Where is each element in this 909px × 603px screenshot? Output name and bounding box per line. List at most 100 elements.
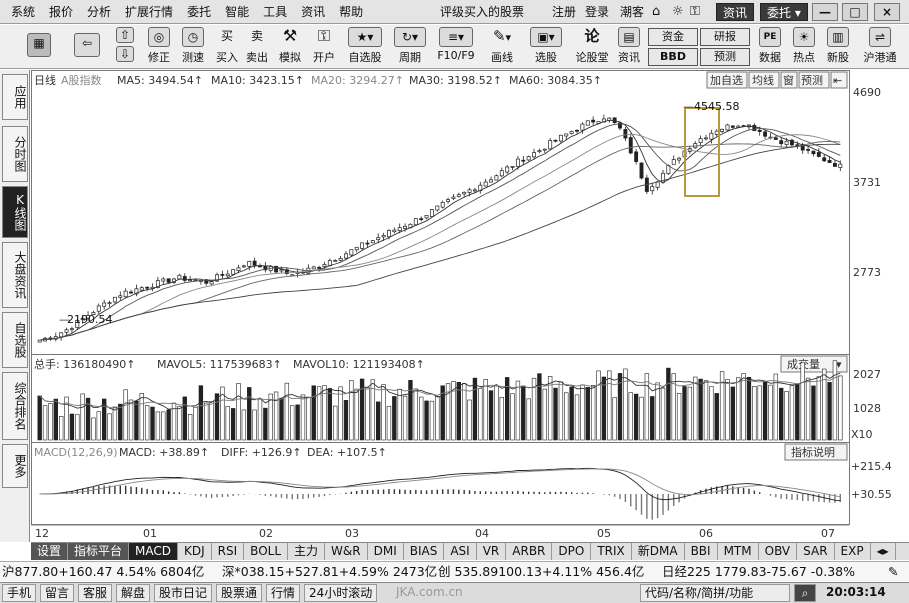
candle xyxy=(650,186,655,192)
tool-discuss[interactable]: 论论股堂 xyxy=(572,27,612,67)
tool-hot[interactable]: ☀ 热点 xyxy=(788,27,820,67)
status-analysis[interactable]: 解盘 xyxy=(116,584,151,602)
taste-link[interactable]: 潮客 xyxy=(620,5,645,19)
research-button[interactable]: 研报 xyxy=(700,28,750,46)
close-button[interactable]: × xyxy=(874,3,900,21)
search-icon[interactable]: ⌕ xyxy=(794,584,816,602)
trade-button[interactable]: 委托 ▾ xyxy=(760,3,808,21)
tool-draw[interactable]: ✎▾ 画线 xyxy=(482,27,522,67)
menu-news[interactable]: 资讯 xyxy=(301,5,326,19)
menu-order[interactable]: 委托 xyxy=(187,5,212,19)
ma-button[interactable]: 均线 xyxy=(748,71,780,89)
menu-quote[interactable]: 报价 xyxy=(49,5,74,19)
indicator-tab[interactable]: OBV xyxy=(759,543,798,560)
menu-extended-quote[interactable]: 扩展行情 xyxy=(125,5,174,19)
tool-watchlist[interactable]: ★▾ 自选股 xyxy=(344,27,386,67)
layout-button[interactable]: ▦ xyxy=(26,27,52,67)
collapse-panel-button[interactable]: ⇤ xyxy=(830,71,848,89)
indicator-tab[interactable]: 主力 xyxy=(288,543,326,560)
left-tab-apps[interactable]: 应用 xyxy=(2,74,28,120)
ticker-chinext[interactable]: 创 535.89100.13+4.11% 456.4亿 xyxy=(438,564,645,579)
left-tab-market-news[interactable]: 大盘资讯 xyxy=(2,242,28,308)
tool-f10[interactable]: ≡▾ F10/F9 xyxy=(434,27,478,67)
left-tab-kline[interactable]: K线图 xyxy=(2,186,28,238)
menu-help[interactable]: 帮助 xyxy=(339,5,364,19)
fund-button[interactable]: 资金 xyxy=(648,28,698,46)
left-tab-intraday[interactable]: 分时图 xyxy=(2,126,28,182)
tool-fix[interactable]: ◎ 修正 xyxy=(142,27,176,67)
tool-screener[interactable]: ▣▾ 选股 xyxy=(526,27,566,67)
ticker-shenzhen[interactable]: 深*038.15+527.81+4.59% 2473亿 xyxy=(222,564,438,579)
tool-cycle[interactable]: ↻▾ 周期 xyxy=(390,27,430,67)
tool-hk-connect[interactable]: ⇌ 沪港通 xyxy=(858,27,902,67)
register-link[interactable]: 注册 xyxy=(552,5,577,19)
indicator-tab[interactable]: SAR xyxy=(797,543,835,560)
left-tab-ranking[interactable]: 综合排名 xyxy=(2,372,28,440)
indicator-help-button[interactable]: 指标说明 xyxy=(784,443,848,461)
indicator-tab[interactable]: BBI xyxy=(685,543,718,560)
tool-buy[interactable]: 买买入 xyxy=(212,27,242,67)
tool-simulate[interactable]: ⚒ 模拟 xyxy=(274,27,306,67)
forecast-button[interactable]: 预测 xyxy=(798,71,830,89)
volume-bar xyxy=(601,376,607,441)
status-service[interactable]: 客服 xyxy=(78,584,113,602)
menu-smart[interactable]: 智能 xyxy=(225,5,250,19)
indicator-tab[interactable]: RSI xyxy=(212,543,245,560)
status-diary[interactable]: 股市日记 xyxy=(154,584,213,602)
add-watchlist-button[interactable]: 加自选 xyxy=(706,71,748,89)
tool-news[interactable]: ▤ 资讯 xyxy=(614,27,644,67)
tool-new-stock[interactable]: ▥ 新股 xyxy=(822,27,854,67)
indicator-tab[interactable]: EXP xyxy=(835,543,871,560)
volume-bar xyxy=(435,395,440,441)
indicator-tab[interactable]: DMI xyxy=(368,543,404,560)
kline-chart[interactable]: 日线 A股指数 MA5: 3494.54↑ MA10: 3423.15↑ MA2… xyxy=(31,70,909,542)
ticker-nikkei[interactable]: 日经225 1779.83-75.67 -0.38% xyxy=(662,564,856,579)
search-input[interactable]: 代码/名称/简拼/功能 xyxy=(640,584,790,602)
home-icon[interactable]: ⌂ xyxy=(652,4,661,19)
forecast-toolbar-button[interactable]: 预测 xyxy=(700,48,750,66)
status-mobile[interactable]: 手机 xyxy=(2,584,37,602)
maximize-button[interactable]: □ xyxy=(842,3,868,21)
tool-open-account[interactable]: ⚿ 开户 xyxy=(308,27,340,67)
tool-data[interactable]: PE 数据 xyxy=(754,27,786,67)
page-up-down-button[interactable]: ⇧ ⇩ xyxy=(114,27,136,67)
menu-tools[interactable]: 工具 xyxy=(263,5,288,19)
indicator-tab[interactable]: W&R xyxy=(325,543,368,560)
menu-analysis[interactable]: 分析 xyxy=(87,5,112,19)
down-arrow-icon: ⇩ xyxy=(116,46,134,62)
indicator-tab[interactable]: ARBR xyxy=(506,543,553,560)
login-link[interactable]: 登录 xyxy=(585,5,610,19)
status-message[interactable]: 留言 xyxy=(40,584,75,602)
lock-icon[interactable]: ⚿ xyxy=(690,4,700,19)
minimize-button[interactable]: — xyxy=(812,3,838,21)
indicator-tab[interactable]: KDJ xyxy=(178,543,212,560)
refresh-icon[interactable]: ☼ xyxy=(672,4,684,19)
back-button[interactable]: ⇦ xyxy=(72,27,102,67)
left-tab-watchlist[interactable]: 自选股 xyxy=(2,312,28,368)
status-quote[interactable]: 行情 xyxy=(266,584,301,602)
indicator-tab[interactable]: 指标平台 xyxy=(68,543,130,560)
ticker-shanghai[interactable]: 沪877.80+160.47 4.54% 6804亿 xyxy=(2,564,205,579)
indicator-tab[interactable]: VR xyxy=(477,543,507,560)
indicator-tab[interactable]: BIAS xyxy=(404,543,445,560)
indicator-tab[interactable]: DPO xyxy=(552,543,592,560)
tab-scroll-arrows[interactable]: ◂▸ xyxy=(871,543,896,560)
indicator-tab[interactable]: TRIX xyxy=(591,543,632,560)
status-rolling-news[interactable]: 24小时滚动 xyxy=(304,584,378,602)
tool-speedtest[interactable]: ◷ 测速 xyxy=(176,27,210,67)
indicator-tab[interactable]: 新DMA xyxy=(632,543,685,560)
indicator-tab[interactable]: BOLL xyxy=(244,543,289,560)
indicator-tab[interactable]: 设置 xyxy=(31,543,69,560)
left-tab-more[interactable]: 更多 xyxy=(2,444,28,488)
menu-system[interactable]: 系统 xyxy=(11,5,36,19)
news-button[interactable]: 资讯 xyxy=(716,3,755,21)
bbd-button[interactable]: BBD xyxy=(648,48,698,66)
indicator-tab[interactable]: MTM xyxy=(718,543,759,560)
promo-link[interactable]: 评级买入的股票 xyxy=(440,5,525,19)
status-stock-connect[interactable]: 股票通 xyxy=(216,584,263,602)
indicator-tab[interactable]: MACD xyxy=(129,543,179,560)
tool-sell[interactable]: 卖卖出 xyxy=(242,27,272,67)
window-button[interactable]: 窗 xyxy=(780,71,798,89)
indicator-tab[interactable]: ASI xyxy=(444,543,477,560)
wrench-icon[interactable]: ✎ xyxy=(888,564,899,579)
